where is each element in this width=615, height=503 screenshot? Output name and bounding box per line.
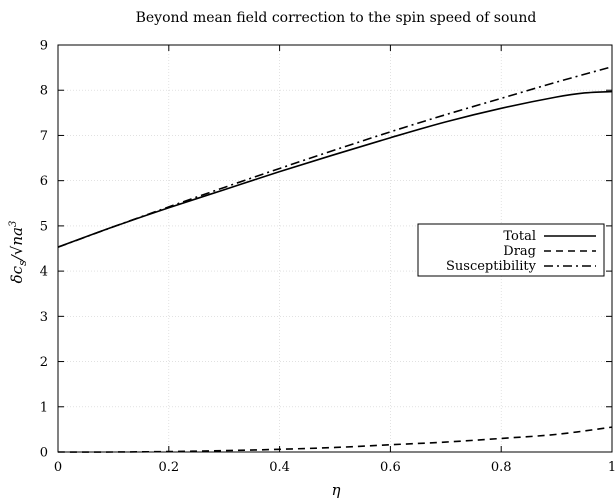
tick-marks <box>57 44 613 453</box>
y-tick-label: 5 <box>40 219 48 234</box>
x-tick-label: 0 <box>54 460 62 475</box>
y-tick-label: 2 <box>40 355 48 370</box>
y-axis-label-rest: /√na <box>8 227 26 262</box>
x-tick-label: 1 <box>608 460 615 475</box>
x-tick-labels: 0 0.2 0.4 0.6 0.8 1 <box>54 460 615 475</box>
legend-label: Drag <box>503 244 536 259</box>
y-tick-labels: 0 1 2 3 4 5 6 7 8 9 <box>40 39 48 461</box>
series-line-susceptibility <box>57 65 613 248</box>
y-axis-label-sub: s <box>16 260 29 266</box>
x-tick-label: 0.4 <box>269 460 290 475</box>
svg-text:δcs/√na3: δcs/√na3 <box>8 221 29 284</box>
y-tick-label: 0 <box>40 446 48 461</box>
plot-frame <box>57 44 613 453</box>
grid <box>58 45 612 452</box>
series-group <box>57 65 613 453</box>
y-tick-label: 9 <box>40 39 48 54</box>
legend-label: Susceptibility <box>446 259 537 274</box>
legend-label: Total <box>503 229 536 244</box>
series-line-total <box>57 90 613 248</box>
y-tick-label: 4 <box>40 265 48 280</box>
y-axis-label-sup: 3 <box>8 221 19 227</box>
legend-box <box>417 223 605 277</box>
chart-title: Beyond mean field correction to the spin… <box>136 10 537 26</box>
x-tick-label: 0.2 <box>158 460 179 475</box>
x-tick-label: 0.6 <box>380 460 401 475</box>
series-line-drag <box>57 426 613 453</box>
y-tick-label: 8 <box>40 84 48 99</box>
x-tick-label: 0.8 <box>491 460 512 475</box>
y-tick-label: 3 <box>40 310 48 325</box>
y-axis-label: δcs/√na3 <box>8 221 29 284</box>
y-tick-label: 6 <box>40 174 48 189</box>
y-tick-label: 1 <box>40 400 48 415</box>
y-tick-label: 7 <box>40 129 48 144</box>
y-axis-label-main: δc <box>8 265 26 283</box>
x-axis-label: η <box>332 481 341 499</box>
